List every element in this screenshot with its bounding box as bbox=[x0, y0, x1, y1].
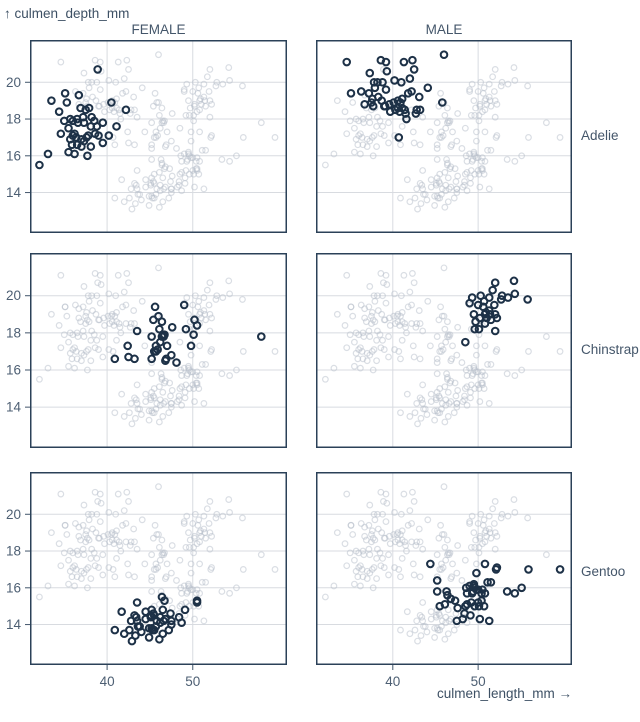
facet-adelie-male bbox=[316, 40, 572, 233]
y-tick-label: 20 bbox=[6, 288, 21, 303]
x-tick-label: 40 bbox=[100, 674, 115, 689]
facet-row-label-adelie: Adelie bbox=[581, 128, 619, 143]
y-axis-label: ↑ culmen_depth_mm bbox=[4, 6, 130, 21]
y-axis-ticks: 14 16 18 20 bbox=[6, 507, 30, 632]
y-tick-label: 16 bbox=[6, 363, 21, 378]
highlighted-points bbox=[110, 592, 202, 646]
x-tick-label: 40 bbox=[385, 674, 400, 689]
muted-points bbox=[36, 264, 279, 428]
y-axis-ticks: 14 16 18 20 bbox=[6, 288, 30, 415]
facet-frame bbox=[30, 253, 287, 448]
facet-row-label-gentoo: Gentoo bbox=[581, 564, 626, 579]
facet-chinstrap-female: 14 16 18 20 bbox=[6, 253, 287, 448]
y-tick-label: 20 bbox=[6, 507, 21, 522]
y-tick-label: 20 bbox=[6, 75, 21, 90]
facet-column-title-male: MALE bbox=[425, 22, 463, 37]
x-axis-ticks: 40 50 bbox=[100, 665, 200, 689]
facet-gentoo-male: 40 50 bbox=[316, 472, 572, 689]
y-tick-label: 14 bbox=[6, 617, 22, 632]
facet-row-label-chinstrap: Chinstrap bbox=[581, 342, 639, 357]
facet-gentoo-female: 14 16 18 20 40 50 bbox=[6, 472, 287, 689]
muted-points bbox=[321, 264, 564, 428]
facet-adelie-female: 14 16 18 20 bbox=[6, 40, 287, 233]
highlighted-points bbox=[461, 276, 532, 347]
y-tick-label: 18 bbox=[6, 112, 21, 127]
facet-column-title-female: FEMALE bbox=[131, 22, 186, 37]
y-tick-label: 16 bbox=[6, 148, 21, 163]
facet-frame bbox=[316, 472, 572, 665]
highlighted-points bbox=[342, 50, 449, 142]
facet-frame bbox=[30, 472, 287, 665]
y-tick-label: 14 bbox=[6, 400, 22, 415]
facet-frame bbox=[30, 40, 287, 233]
facet-frame bbox=[316, 40, 572, 233]
highlighted-points bbox=[426, 559, 565, 626]
y-tick-label: 18 bbox=[6, 544, 21, 559]
x-tick-label: 50 bbox=[471, 674, 486, 689]
facet-frame bbox=[316, 253, 572, 448]
y-tick-label: 18 bbox=[6, 325, 21, 340]
y-tick-label: 16 bbox=[6, 580, 21, 595]
x-axis-ticks: 40 50 bbox=[385, 665, 486, 689]
highlighted-points bbox=[35, 65, 131, 170]
muted-points bbox=[321, 51, 564, 213]
x-axis-label: culmen_length_mm → bbox=[436, 686, 572, 701]
facet-chinstrap-male bbox=[316, 253, 572, 448]
y-tick-label: 14 bbox=[6, 185, 22, 200]
highlighted-points bbox=[110, 300, 266, 367]
muted-points bbox=[321, 483, 564, 645]
y-axis-ticks: 14 16 18 20 bbox=[6, 75, 30, 200]
x-tick-label: 50 bbox=[185, 674, 200, 689]
